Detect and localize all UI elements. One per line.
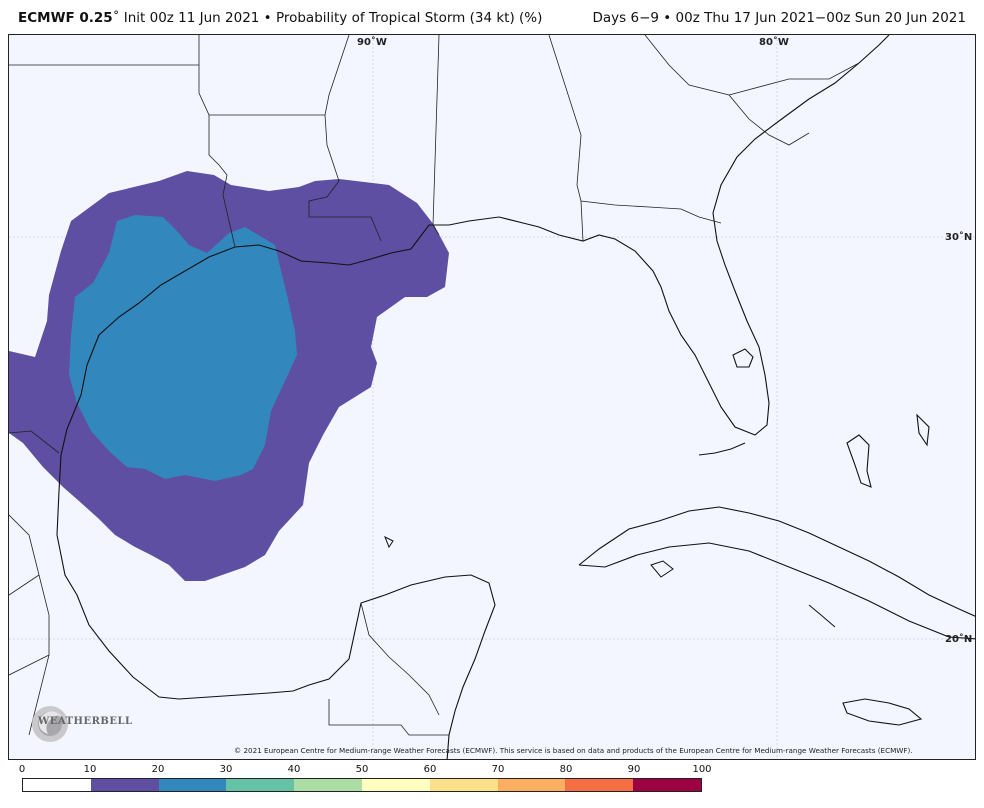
map-canvas	[9, 35, 975, 759]
colorbar-swatch	[565, 779, 634, 791]
product-name: Probability of Tropical Storm (34 kt) (%…	[275, 10, 543, 26]
colorbar-tick: 10	[83, 764, 97, 775]
colorbar-tick: 50	[355, 764, 369, 775]
model-name: ECMWF 0.25	[18, 10, 113, 26]
probability-area-20-30	[69, 215, 297, 481]
longitude-label-90w: 90˚W	[357, 37, 387, 48]
colorbar-tick: 40	[287, 764, 301, 775]
colorbar-tick: 100	[692, 764, 712, 775]
colorbar-tick: 60	[423, 764, 437, 775]
latitude-label-30n: 30˚N	[945, 232, 973, 243]
map-title: ECMWF 0.25˚ Init 00z 11 Jun 2021 • Proba…	[18, 10, 542, 26]
copyright-notice: © 2021 European Centre for Medium-range …	[234, 746, 913, 755]
colorbar-tick: 0	[18, 764, 26, 775]
colorbar-ticks: 0 10 20 30 40 50 60 70 80 90 100	[18, 764, 712, 776]
colorbar-swatch	[158, 779, 227, 791]
init-time: Init 00z 11 Jun 2021	[123, 10, 260, 26]
colorbar-tick: 80	[559, 764, 573, 775]
colorbar-tick: 90	[627, 764, 641, 775]
colorbar-swatch	[294, 779, 362, 791]
map-header: ECMWF 0.25˚ Init 00z 11 Jun 2021 • Proba…	[0, 0, 984, 34]
title-bullet: •	[263, 10, 272, 26]
colorbar-swatch	[429, 779, 498, 791]
political-borders	[9, 35, 860, 736]
colorbar-swatch	[497, 779, 566, 791]
weatherbell-swirl-icon	[32, 706, 68, 742]
colorbar-tick: 70	[491, 764, 505, 775]
colorbar-swatch	[361, 779, 430, 791]
colorbar-tick: 30	[219, 764, 233, 775]
longitude-label-80w: 80˚W	[759, 37, 789, 48]
degree-symbol: ˚	[112, 10, 120, 26]
colorbar-swatch	[226, 779, 295, 791]
colorbar-swatch	[633, 779, 701, 791]
colorbar-swatch	[90, 779, 159, 791]
valid-period: Days 6−9 • 00z Thu 17 Jun 2021−00z Sun 2…	[592, 10, 967, 26]
islands	[384, 442, 836, 628]
map-panel: 90˚W 80˚W 30˚N 20˚N	[8, 34, 976, 760]
colorbar-swatch	[23, 779, 91, 791]
coastlines	[56, 35, 975, 759]
logo-text: WEATHERBELL	[38, 716, 133, 727]
latitude-label-20n: 20˚N	[945, 634, 973, 645]
colorbar	[22, 778, 702, 792]
colorbar-tick: 20	[151, 764, 165, 775]
